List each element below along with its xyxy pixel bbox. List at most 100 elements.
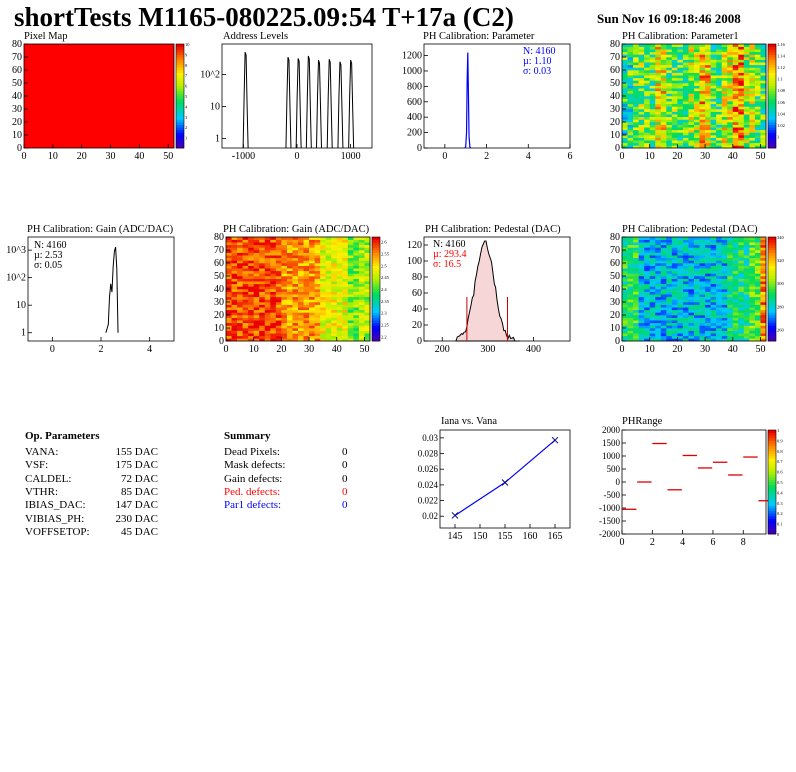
heatmap-cell xyxy=(754,281,761,285)
heatmap-cell xyxy=(231,268,238,272)
heatmap-cell xyxy=(331,257,338,261)
heatmap-cell xyxy=(342,250,349,253)
x-tick-label: 0 xyxy=(620,344,625,355)
heatmap-cell xyxy=(732,72,739,76)
heatmap-cell xyxy=(627,46,634,50)
heatmap-cell xyxy=(710,129,717,133)
address-peak xyxy=(242,52,249,149)
colorbar-segment xyxy=(176,54,184,58)
heatmap-cell xyxy=(253,257,260,261)
heatmap-cell xyxy=(633,129,639,133)
heatmap-cell xyxy=(275,276,282,279)
heatmap-cell xyxy=(253,289,260,292)
colorbar-label: 2.4 xyxy=(381,287,387,292)
heatmap-cell xyxy=(705,325,711,329)
heatmap-cell xyxy=(336,255,343,259)
heatmap-cell xyxy=(253,315,260,318)
colorbar-segment xyxy=(768,88,776,92)
heatmap-cell xyxy=(727,270,734,274)
heatmap-cell xyxy=(336,247,343,251)
data-point xyxy=(551,436,559,444)
heatmap-cell xyxy=(738,142,745,146)
heatmap-cell xyxy=(331,289,338,292)
ph-param1-chart: 0 10 20 30 40 500102030405060708011.021.041.0… xyxy=(610,40,786,160)
colorbar-segment xyxy=(768,67,776,71)
colorbar-segment xyxy=(768,270,776,274)
heatmap-cell xyxy=(688,320,695,324)
heatmap-cell xyxy=(638,57,645,60)
heatmap-cell xyxy=(264,257,271,261)
heatmap-cell xyxy=(292,299,299,303)
heatmap-cell xyxy=(303,263,310,266)
heatmap-cell xyxy=(253,296,260,300)
heatmap-cell xyxy=(627,242,634,246)
heatmap-cell xyxy=(627,80,634,84)
heatmap-cell xyxy=(242,338,249,342)
heatmap-cell xyxy=(716,46,722,50)
heatmap-cell xyxy=(633,291,639,295)
y-tick-label: 80 xyxy=(12,40,22,50)
heatmap-cell xyxy=(336,260,343,264)
heatmap-cell xyxy=(732,283,739,287)
heatmap-cell xyxy=(237,325,243,329)
heatmap-cell xyxy=(264,307,271,311)
heatmap-cell xyxy=(264,255,271,259)
heatmap-cell xyxy=(721,62,728,66)
heatmap-cell xyxy=(660,77,667,81)
heatmap-cell xyxy=(336,252,343,256)
heatmap-cell xyxy=(699,64,706,68)
heatmap-cell xyxy=(660,247,667,251)
colorbar-segment xyxy=(768,54,776,58)
heatmap-cell xyxy=(633,145,639,149)
heatmap-cell xyxy=(253,312,260,316)
heatmap-cell xyxy=(309,270,315,274)
heatmap-cell xyxy=(671,59,678,63)
heatmap-cell xyxy=(627,96,634,99)
heatmap-cell xyxy=(682,322,689,326)
heatmap-cell xyxy=(649,132,656,136)
colorbar-segment xyxy=(176,142,184,146)
y-tick-label: -2000 xyxy=(599,529,620,539)
heatmap-cell xyxy=(622,142,628,146)
heatmap-cell xyxy=(320,263,326,266)
heatmap-cell xyxy=(677,132,684,136)
x-tick-label: 40 xyxy=(728,151,738,160)
heatmap-cell xyxy=(342,312,349,316)
heatmap-cell xyxy=(749,101,756,105)
heatmap-cell xyxy=(309,281,315,285)
heatmap-cell xyxy=(682,263,689,266)
heatmap-cell xyxy=(270,242,277,246)
heatmap-cell xyxy=(688,111,695,115)
heatmap-cell xyxy=(694,72,700,76)
heatmap-cell xyxy=(677,96,684,99)
heatmap-cell xyxy=(705,145,711,149)
heatmap-cell xyxy=(743,140,750,144)
heatmap-cell xyxy=(292,260,299,264)
heatmap-cell xyxy=(732,255,739,259)
heatmap-cell xyxy=(309,291,315,295)
heatmap-cell xyxy=(237,330,243,334)
colorbar-segment xyxy=(176,85,184,89)
heatmap-cell xyxy=(331,320,338,324)
colorbar-label: 2.3 xyxy=(381,311,387,316)
address-peak xyxy=(285,56,292,149)
heatmap-cell xyxy=(743,312,750,316)
heatmap-cell xyxy=(231,276,238,279)
heatmap-cell xyxy=(353,296,360,300)
heatmap-cell xyxy=(660,98,667,102)
heatmap-cell xyxy=(281,328,288,331)
heatmap-cell xyxy=(716,338,722,342)
heatmap-cell xyxy=(270,325,277,329)
heatmap-cell xyxy=(682,338,689,342)
heatmap-cell xyxy=(666,239,673,243)
heatmap-cell xyxy=(705,239,711,243)
heatmap-cell xyxy=(325,252,332,256)
address-peak xyxy=(348,60,355,149)
colorbar-label: 280 xyxy=(777,304,785,309)
heatmap-cell xyxy=(688,114,695,118)
y-tick-label: 20 xyxy=(12,117,22,128)
heatmap-cell xyxy=(666,296,673,300)
heatmap-cell xyxy=(358,250,365,253)
heatmap-cell xyxy=(743,244,750,248)
heatmap-cell xyxy=(638,289,645,292)
